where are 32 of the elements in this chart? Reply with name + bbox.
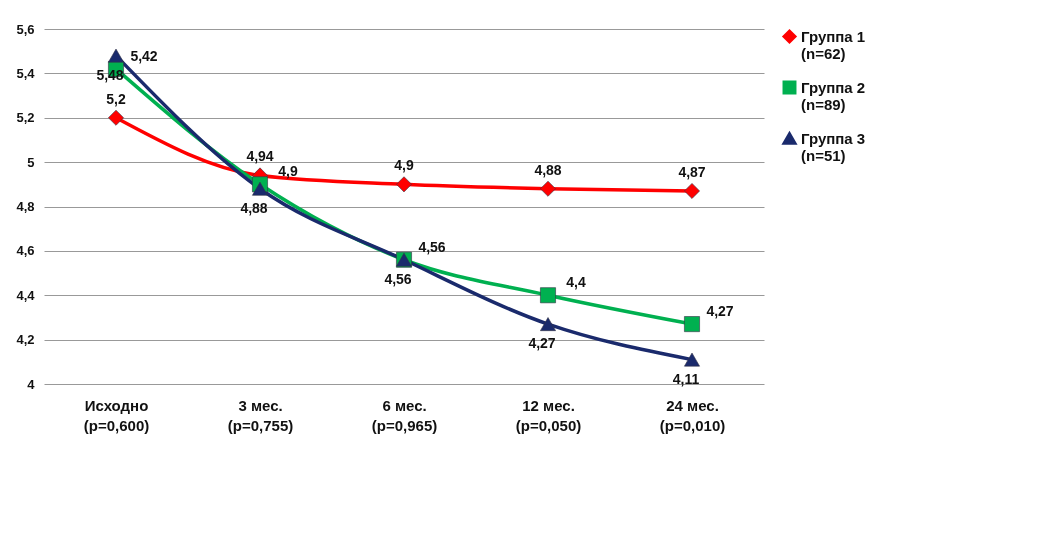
- y-tick-label: 5,2: [16, 110, 35, 126]
- x-tick-label: 24 мес. (p=0,010): [659, 396, 726, 434]
- data-label: 4,56: [418, 238, 446, 255]
- y-tick-label: 4,2: [16, 332, 35, 348]
- y-tick-label: 5,4: [16, 65, 36, 81]
- x-tick-label: Исходно (p=0,600): [83, 396, 150, 434]
- x-tick-label: 3 мес. (p=0,755): [227, 396, 294, 434]
- legend-label: Группа 3 (n=51): [801, 129, 866, 164]
- y-tick-label: 4,4: [16, 287, 36, 303]
- y-tick-label: 4: [27, 376, 36, 392]
- data-label: 4,9: [278, 163, 298, 180]
- data-label: 4,56: [384, 270, 412, 287]
- data-label: 4,88: [534, 161, 562, 178]
- y-tick-label: 5: [27, 154, 35, 170]
- data-label: 5,48: [96, 66, 124, 83]
- data-label: 5,2: [106, 90, 126, 107]
- x-tick-label: 6 мес. (p=0,965): [371, 396, 438, 434]
- y-tick-label: 4,8: [16, 199, 35, 214]
- y-tick-label: 5,6: [16, 21, 35, 37]
- data-label: 4,4: [566, 274, 586, 291]
- legend-label: Группа 2 (n=89): [801, 78, 866, 113]
- y-tick-label: 4,6: [16, 243, 35, 259]
- data-label: 4,9: [394, 157, 414, 174]
- legend-label: Группа 1 (n=62): [801, 27, 866, 62]
- data-label: 4,27: [706, 303, 734, 320]
- data-label: 5,42: [130, 47, 158, 64]
- data-label: 4,87: [678, 163, 706, 180]
- data-label: 4,94: [246, 148, 274, 165]
- data-label: 4,88: [240, 199, 268, 216]
- data-label: 4,11: [672, 370, 700, 387]
- x-tick-label: 12 мес. (p=0,050): [515, 396, 582, 434]
- data-label: 4,27: [528, 335, 556, 352]
